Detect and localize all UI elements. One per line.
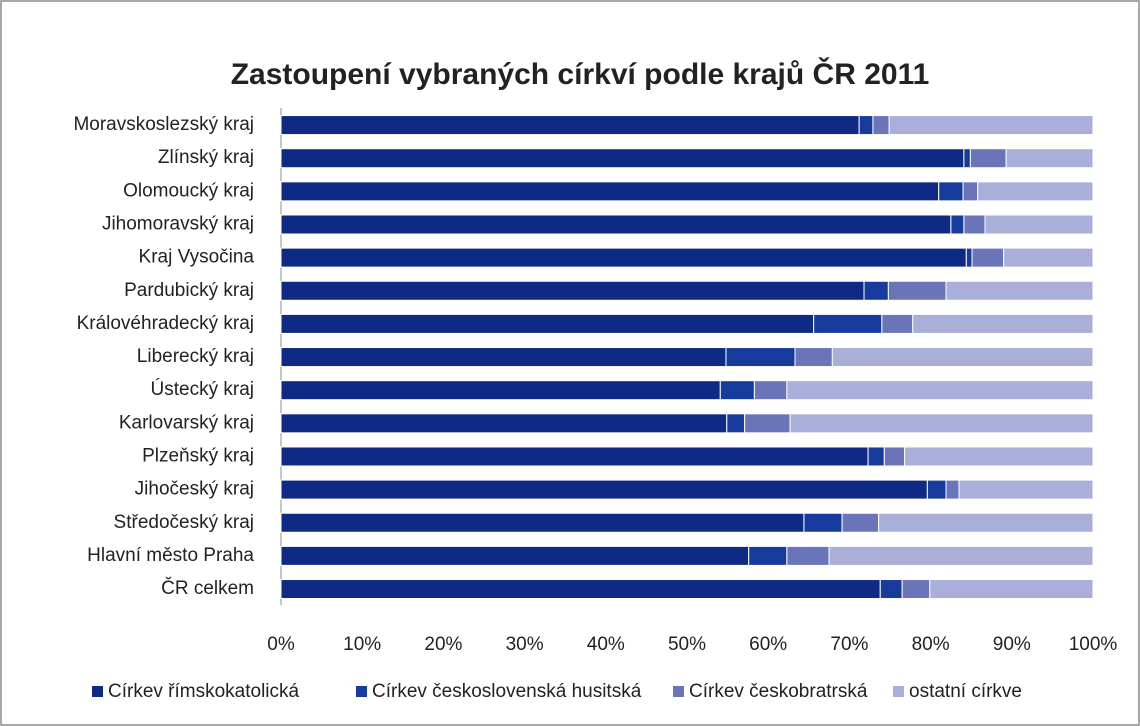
y-tick-label: Hlavní město Praha — [87, 545, 254, 566]
bar-segment — [904, 446, 1094, 467]
bar-segment — [813, 313, 883, 334]
bar-segment — [786, 545, 830, 566]
bar-segment — [280, 280, 865, 301]
bar-segment — [945, 280, 1094, 301]
bar-segment — [280, 347, 727, 368]
y-tick-label: Středočeský kraj — [114, 512, 254, 533]
bar-segment — [789, 413, 1094, 434]
bar-segment — [971, 247, 1005, 268]
bar-segment — [841, 512, 880, 533]
bar-segment — [969, 148, 1007, 169]
legend-swatch — [673, 686, 684, 697]
bar-segment — [878, 512, 1094, 533]
x-tick-label: 20% — [424, 634, 462, 655]
bar-segment — [280, 413, 728, 434]
bar-segment — [881, 313, 914, 334]
bar-segment — [883, 446, 906, 467]
bar-segment — [977, 181, 1094, 202]
bar-segment — [280, 479, 928, 500]
y-tick-label: Jihomoravský kraj — [102, 214, 254, 235]
legend-swatch — [92, 686, 103, 697]
y-tick-label: Liberecký kraj — [137, 346, 254, 367]
bar-segment — [280, 545, 750, 566]
bar-segment — [858, 115, 874, 136]
bar-segment — [984, 214, 1094, 235]
legend-label: ostatní církve — [909, 681, 1022, 702]
x-tick-label: 60% — [749, 634, 787, 655]
bar-segment — [280, 181, 940, 202]
bar-segment — [938, 181, 964, 202]
bar-segment — [280, 512, 805, 533]
bar-segment — [748, 545, 788, 566]
bar-segment — [280, 115, 860, 136]
legend-label: Církev římskokatolická — [108, 681, 300, 702]
bar-segment — [1005, 148, 1094, 169]
y-tick-label: Olomoucký kraj — [123, 180, 254, 201]
bar-segment — [725, 347, 796, 368]
legend-swatch — [356, 686, 367, 697]
y-tick-label: Jihočeský kraj — [135, 479, 254, 500]
bar-segment — [887, 280, 947, 301]
bar-segment — [280, 214, 952, 235]
bar-segment — [965, 247, 973, 268]
bar-segment — [958, 479, 1094, 500]
legend-swatch — [893, 686, 904, 697]
y-tick-label: Zlínský kraj — [158, 147, 254, 168]
x-tick-label: 70% — [830, 634, 868, 655]
bar-segment — [280, 313, 815, 334]
bar-segment — [888, 115, 1094, 136]
bar-segment — [280, 446, 869, 467]
bar-segment — [912, 313, 1094, 334]
bar-segment — [831, 347, 1094, 368]
bar-segment — [1003, 247, 1094, 268]
bar-segment — [929, 579, 1094, 600]
bar-segment — [963, 148, 971, 169]
bar-segment — [945, 479, 960, 500]
x-tick-label: 10% — [343, 634, 381, 655]
bar-segment — [753, 380, 788, 401]
bar-segment — [280, 247, 967, 268]
bar-segment — [828, 545, 1094, 566]
legend-label: Církev českobratrská — [689, 681, 868, 702]
y-tick-label: Plzeňský kraj — [142, 445, 254, 466]
y-tick-label: Ústecký kraj — [151, 378, 254, 400]
bar-segment — [872, 115, 890, 136]
y-tick-label: ČR celkem — [161, 577, 254, 599]
bar-segment — [867, 446, 885, 467]
bar-segment — [950, 214, 965, 235]
bar-segment — [726, 413, 746, 434]
x-tick-label: 100% — [1069, 634, 1118, 655]
x-tick-label: 40% — [587, 634, 625, 655]
bar-segment — [963, 214, 986, 235]
bar-segment — [280, 148, 965, 169]
x-tick-label: 30% — [506, 634, 544, 655]
chart-title: Zastoupení vybraných církví podle krajů … — [231, 57, 930, 91]
x-tick-label: 50% — [668, 634, 706, 655]
bar-segment — [280, 579, 881, 600]
bar-segment — [863, 280, 889, 301]
x-tick-label: 90% — [993, 634, 1031, 655]
x-tick-label: 0% — [267, 634, 295, 655]
bar-segment — [926, 479, 947, 500]
x-tick-label: 80% — [912, 634, 950, 655]
legend-label: Církev československá husitská — [372, 681, 642, 702]
bar-segment — [962, 181, 979, 202]
bar-segment — [719, 380, 755, 401]
bar-segment — [794, 347, 833, 368]
bar-segment — [744, 413, 791, 434]
y-tick-label: Kraj Vysočina — [139, 247, 255, 268]
y-tick-label: Karlovarský kraj — [119, 412, 254, 433]
y-tick-label: Královéhradecký kraj — [77, 313, 254, 334]
bar-segment — [879, 579, 903, 600]
y-tick-label: Moravskoslezský kraj — [73, 114, 254, 135]
bar-segment — [280, 380, 721, 401]
bar-segment — [803, 512, 843, 533]
y-tick-label: Pardubický kraj — [124, 280, 254, 301]
bar-segment — [786, 380, 1094, 401]
bar-segment — [901, 579, 931, 600]
